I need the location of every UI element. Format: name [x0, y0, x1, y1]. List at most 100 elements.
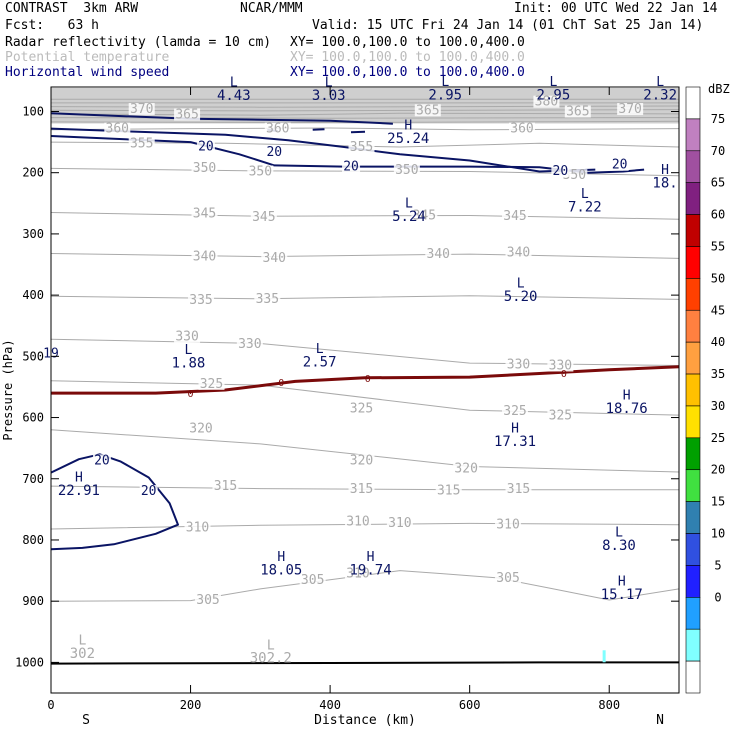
endpoint-south: S [82, 713, 90, 728]
theta-contour [51, 127, 679, 131]
extremum-letter: H [661, 163, 669, 178]
extremum-value: 18.76 [606, 401, 648, 417]
extremum-value: 2.32 [643, 88, 677, 104]
extremum-letter: H [75, 471, 83, 486]
label-bg [174, 330, 201, 343]
theta-label: 350 [249, 164, 272, 179]
colorbar-level: 75 [711, 112, 725, 126]
label-bg [505, 358, 532, 371]
label-bg [345, 567, 372, 580]
y-tick-label: 800 [22, 533, 44, 547]
label-bg [393, 164, 420, 177]
extremum-letter: H [404, 119, 412, 134]
extremum-value: 5.20 [504, 289, 538, 305]
label-bg [348, 140, 375, 153]
theta-label: 310 [346, 567, 369, 582]
label-bg [348, 454, 375, 467]
ground-surface [51, 661, 679, 665]
label-bg [247, 165, 274, 178]
theta-label: 315 [507, 482, 530, 497]
label-bg [342, 160, 361, 173]
label-bg [236, 338, 263, 351]
extremum-value: 302 [70, 646, 95, 662]
theta-contour [51, 120, 679, 123]
y-tick-label: 1000 [15, 655, 44, 669]
extremum-value: 302.2 [250, 651, 292, 667]
theta-label: 310 [496, 518, 519, 533]
extremum-value: 22.91 [58, 483, 100, 499]
colorbar-level: 55 [711, 239, 725, 253]
colorbar-swatch [685, 628, 701, 662]
extremum-value: 2.95 [428, 88, 462, 104]
label-bg [411, 209, 438, 222]
extremum-letter: L [230, 76, 238, 91]
theta-label: 330 [238, 337, 261, 352]
theta-label: 360 [106, 122, 129, 137]
label-bg [435, 484, 462, 497]
theta-label: 355 [350, 140, 373, 155]
theta-label: 325 [503, 404, 526, 419]
reflectivity-echoes [602, 650, 606, 663]
theta-label: 325 [549, 409, 572, 424]
extremum-letter: L [325, 76, 333, 91]
theta-contour [51, 109, 679, 112]
colorbar-swatch [685, 182, 701, 215]
colorbar-swatch [685, 597, 701, 630]
extremum-value: 17.31 [494, 434, 536, 450]
colorbar-swatch [685, 373, 701, 407]
wind-label: 20 [612, 158, 628, 173]
colorbar-level: 65 [711, 176, 725, 190]
extremum-value: 1.88 [172, 356, 206, 372]
label-bg [184, 521, 211, 534]
extremum-value: 25.24 [387, 131, 429, 147]
colorbar-level: 20 [711, 463, 725, 477]
extremum-letter: H [367, 550, 375, 565]
field-xy-wind: XY= 100.0,100.0 to 100.0,400.0 [290, 65, 525, 80]
label-bg [547, 359, 574, 372]
theta-label: 345 [413, 209, 436, 224]
init-time: Init: 00 UTC Wed 22 Jan 14 [514, 1, 718, 16]
label-bg [174, 108, 201, 121]
label-bg [425, 248, 452, 261]
theta-label: 320 [189, 422, 212, 437]
extremum-value: 19.74 [350, 563, 392, 579]
colorbar-swatch [685, 309, 701, 343]
valid-time: Valid: 15 UTC Fri 24 Jan 14 (01 ChT Sat … [312, 18, 704, 33]
x-tick-label: 0 [47, 698, 54, 712]
theta-label: 310 [186, 521, 209, 536]
extremum-value: 18. [652, 176, 677, 192]
colorbar-level: 15 [711, 495, 725, 509]
extremum-letter: L [441, 75, 449, 90]
theta-label: 335 [256, 292, 279, 307]
x-tick-label: 600 [459, 698, 481, 712]
colorbar-level: 50 [711, 271, 725, 285]
extremum-value: 15.17 [601, 587, 643, 603]
wind-contour [312, 128, 325, 131]
theta-contour [51, 212, 679, 220]
colorbar-swatch [685, 118, 701, 152]
colorbar-swatch [685, 501, 701, 534]
label-bg [505, 246, 532, 259]
theta-label: 335 [189, 293, 212, 308]
label-bg [299, 573, 326, 586]
colorbar-swatch [685, 405, 701, 439]
colorbar-level: 70 [711, 144, 725, 158]
extremum-letter: L [517, 276, 525, 291]
colorbar-swatch [685, 278, 701, 311]
theta-label: 325 [200, 377, 223, 392]
extremum-letter: L [78, 633, 86, 648]
theta-label: 315 [350, 482, 373, 497]
theta-label: 380 [535, 95, 558, 110]
label-bg [551, 164, 570, 177]
wind-label: 20 [198, 139, 214, 154]
colorbar-level: 30 [711, 399, 725, 413]
label-bg [191, 207, 218, 220]
theta-label: 305 [496, 571, 519, 586]
x-tick-label: 400 [319, 698, 341, 712]
label-bg [92, 454, 111, 467]
colorbar-swatch [685, 341, 701, 375]
label-bg [265, 145, 284, 158]
extremum-letter: H [511, 422, 519, 437]
